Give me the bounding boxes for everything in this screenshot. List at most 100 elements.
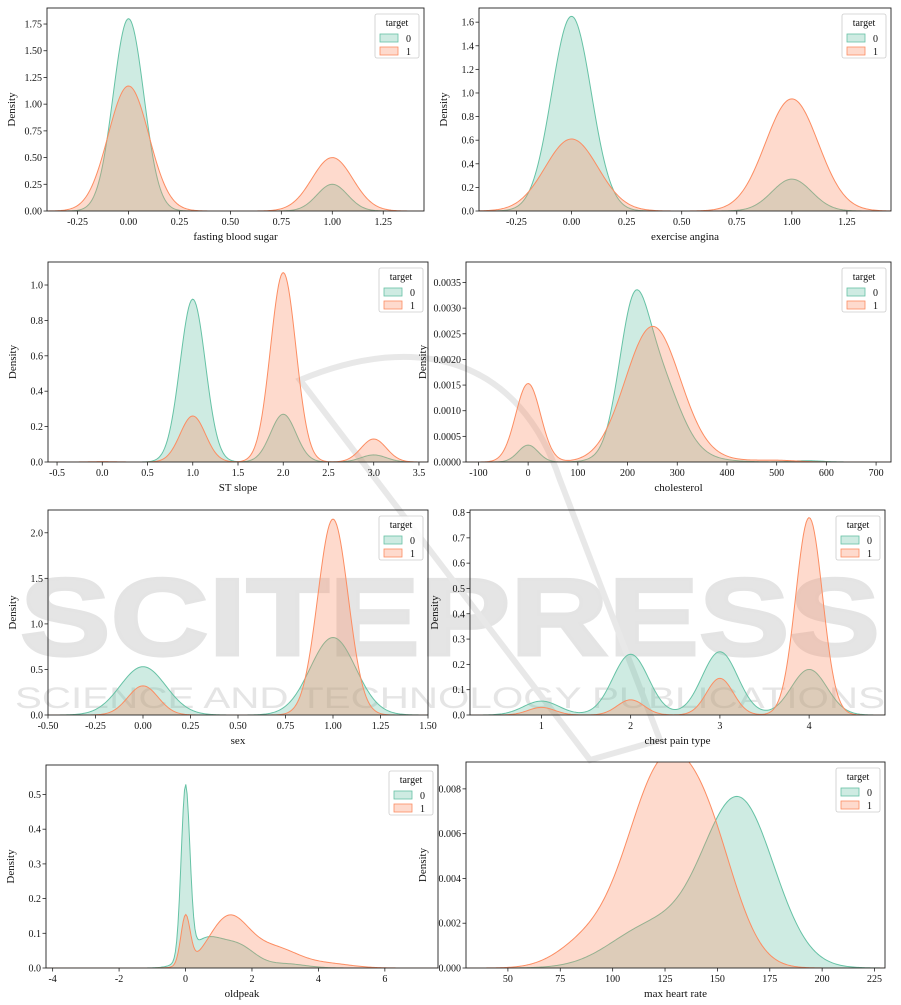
legend-entry-0: 0 <box>406 34 411 45</box>
y-tick-label: 0.3 <box>29 859 42 870</box>
density-area-series-1 <box>48 272 428 462</box>
legend-swatch-0 <box>840 787 860 797</box>
y-tick-label: 0.8 <box>31 316 44 327</box>
x-tick-label: 4 <box>316 974 321 985</box>
y-tick-label: 0.4 <box>462 159 475 170</box>
legend-title: target <box>390 272 413 283</box>
y-axis-label: Density <box>5 849 17 884</box>
y-tick-label: 1.6 <box>462 18 475 29</box>
x-tick-label: -0.50 <box>38 721 59 732</box>
density-area-series-0 <box>47 18 424 211</box>
x-tick-label: 200 <box>815 974 830 985</box>
y-tick-label: 0.0 <box>31 458 44 469</box>
x-tick-label: 6 <box>382 974 387 985</box>
x-tick-label: 175 <box>762 974 777 985</box>
y-tick-label: 0.6 <box>462 136 475 147</box>
watermark-sub: SCIENCE AND TECHNOLOGY PUBLICATIONS <box>15 682 885 715</box>
legend-swatch-0 <box>393 790 413 800</box>
plot-frame <box>45 764 439 969</box>
x-tick-label: 400 <box>719 468 734 479</box>
density-line-series-0 <box>47 18 424 211</box>
plot-frame <box>469 509 886 716</box>
y-tick-label: 0.8 <box>462 112 475 123</box>
density-area-series-1 <box>466 326 891 462</box>
y-tick-label: 0.3 <box>453 635 466 646</box>
legend-entry-0: 0 <box>410 288 415 299</box>
chart-panel-2: -0.25 0.00 0.25 0.50 0.75 1.00 1.250.00.20.40.… <box>438 7 892 243</box>
y-axis-label: Density <box>7 595 19 630</box>
legend-title: target <box>390 520 413 531</box>
x-tick-label: 3 <box>717 721 722 732</box>
legend-swatch-0 <box>840 535 860 545</box>
x-tick-label: 2 <box>628 721 633 732</box>
density-area-series-0 <box>466 796 885 968</box>
x-tick-label: 0.00 <box>563 217 581 228</box>
density-line-series-0 <box>46 784 438 968</box>
y-tick-label: 0.1 <box>453 685 466 696</box>
y-tick-label: 0.0020 <box>434 355 462 366</box>
x-tick-label: 50 <box>503 974 513 985</box>
x-tick-label: 500 <box>769 468 784 479</box>
y-tick-label: 0.0 <box>29 964 42 975</box>
y-tick-label: 0.000 <box>439 964 462 975</box>
y-tick-label: 0.0 <box>31 711 44 722</box>
y-tick-label: 0.00 <box>25 207 43 218</box>
x-tick-label: 700 <box>869 468 884 479</box>
chart-panel-5: -0.50 -0.25 0.00 0.25 0.50 0.75 1.00 1.25 1.500.… <box>7 509 437 747</box>
y-tick-label: 0.4 <box>453 609 466 620</box>
y-tick-label: 0.8 <box>453 508 466 519</box>
x-tick-label: 1.5 <box>232 468 245 479</box>
legend-entry-0: 0 <box>867 536 872 547</box>
legend: target 0 1 <box>378 515 424 561</box>
y-tick-label: 0.5 <box>31 665 44 676</box>
x-tick-label: 0.00 <box>134 721 152 732</box>
density-line-series-0 <box>466 795 885 968</box>
legend-title: target <box>386 18 409 29</box>
x-tick-label: 0.0 <box>96 468 109 479</box>
y-tick-label: 1.25 <box>25 73 43 84</box>
legend-title: target <box>400 775 423 786</box>
legend-entry-1: 1 <box>873 47 878 58</box>
y-tick-label: 0.25 <box>25 180 43 191</box>
x-tick-label: 0.50 <box>673 217 691 228</box>
y-tick-label: 0.5 <box>453 584 466 595</box>
legend-title: target <box>853 18 876 29</box>
x-tick-label: 0.75 <box>277 721 295 732</box>
x-tick-label: 1.25 <box>838 217 856 228</box>
y-tick-label: 0.008 <box>439 784 462 795</box>
y-tick-label: 0.2 <box>29 894 42 905</box>
legend-swatch-1 <box>379 46 399 56</box>
y-tick-label: 0.2 <box>31 422 44 433</box>
y-tick-label: 0.0000 <box>434 458 462 469</box>
x-tick-label: 1.0 <box>187 468 200 479</box>
legend-swatch-1 <box>846 46 866 56</box>
legend-swatch-0 <box>383 287 403 297</box>
density-line-series-0 <box>466 289 891 462</box>
legend-swatch-1 <box>383 300 403 310</box>
y-tick-label: 0.0035 <box>434 278 462 289</box>
y-tick-label: 0.0005 <box>434 432 462 443</box>
y-tick-label: 0.6 <box>453 559 466 570</box>
y-tick-label: 0.002 <box>439 919 462 930</box>
legend-entry-0: 0 <box>873 34 878 45</box>
y-tick-label: 2.0 <box>31 528 44 539</box>
x-tick-label: 1.25 <box>372 721 390 732</box>
x-tick-label: 100 <box>605 974 620 985</box>
legend-entry-1: 1 <box>867 549 872 560</box>
density-area-series-0 <box>479 16 891 211</box>
legend-swatch-1 <box>393 803 413 813</box>
x-tick-label: 300 <box>670 468 685 479</box>
legend-entry-1: 1 <box>406 47 411 58</box>
plot-frame <box>465 261 892 463</box>
density-area-series-0 <box>48 299 428 462</box>
y-tick-label: 1.00 <box>25 100 43 111</box>
density-area-series-1 <box>47 86 424 211</box>
density-area-series-1 <box>470 517 885 715</box>
y-axis-label: Density <box>417 344 429 379</box>
x-tick-label: 1.00 <box>324 721 342 732</box>
y-axis-label: Density <box>438 92 450 127</box>
y-axis-label: Density <box>417 847 429 882</box>
legend: target 0 1 <box>374 13 420 59</box>
x-axis-label: ST slope <box>219 482 258 494</box>
